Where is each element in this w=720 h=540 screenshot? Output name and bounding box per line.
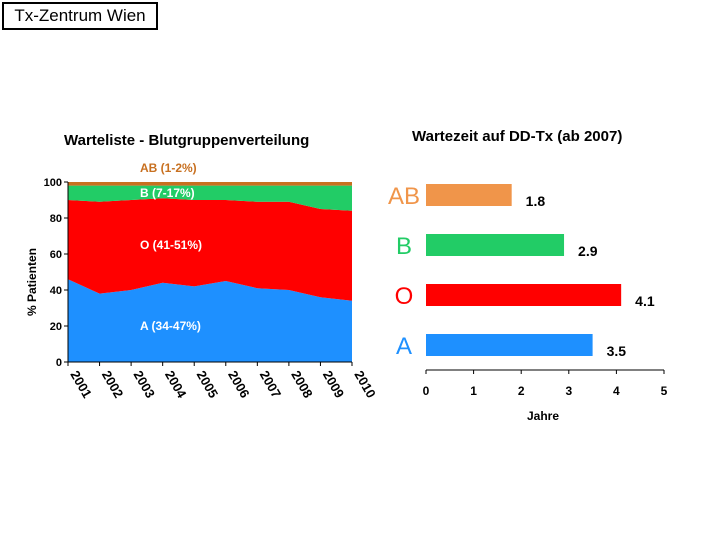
bar-value-label-0: 1.8 (526, 193, 546, 209)
bar-category-label-3: A (396, 333, 412, 360)
area-chart-title: Warteliste - Blutgruppenverteilung (64, 132, 310, 149)
bar-2 (426, 284, 622, 306)
bar-category-label-0: AB (388, 183, 420, 210)
area-y-tick-label: 40 (50, 285, 62, 297)
bar-x-tick-label: 4 (613, 384, 620, 398)
area-series-0 (68, 279, 352, 362)
area-y-tick-label: 60 (50, 249, 62, 261)
bar-3 (426, 334, 593, 356)
bar-x-tick-label: 1 (470, 384, 477, 398)
area-x-tick-label: 2007 (257, 368, 284, 401)
area-chart: 0 20 40 60 80 100 2001 2002 2003 2004 2005 2006 2007… (25, 161, 379, 401)
bar-x-tick-label: 5 (661, 384, 668, 398)
area-series-2 (68, 185, 352, 211)
bar-chart-title: Wartezeit auf DD-Tx (ab 2007) (412, 128, 623, 145)
area-x-tick-label: 2010 (351, 368, 378, 401)
area-series-label-0: A (34-47%) (140, 319, 201, 333)
area-x-tick-label: 2003 (131, 368, 158, 401)
bar-value-label-2: 4.1 (635, 293, 655, 309)
area-x-tick-label: 2004 (162, 368, 190, 401)
area-y-axis-label: % Patienten (25, 248, 39, 316)
bar-x-tick-label: 0 (423, 384, 430, 398)
area-x-tick-label: 2008 (288, 368, 315, 401)
area-x-tick-label: 2001 (67, 368, 94, 401)
bar-value-label-3: 3.5 (607, 343, 627, 359)
area-series-3 (68, 182, 352, 186)
page-title: Tx-Zentrum Wien (14, 6, 146, 25)
bar-1 (426, 234, 565, 256)
area-x-tick-label: 2006 (225, 368, 252, 401)
area-y-tick-label: 0 (56, 357, 62, 369)
area-y-tick-label: 100 (44, 177, 62, 189)
area-series-label-2: B (7-17%) (140, 186, 195, 200)
bar-category-label-1: B (396, 233, 412, 260)
bar-0 (426, 184, 512, 206)
bar-x-tick-label: 3 (565, 384, 572, 398)
page-title-box: Tx-Zentrum Wien (2, 2, 158, 30)
bar-x-axis-label: Jahre (527, 409, 559, 423)
bar-category-label-2: O (395, 283, 414, 310)
area-series-1 (68, 198, 352, 301)
area-x-tick-label: 2002 (99, 368, 126, 401)
area-series-label-1: O (41-51%) (140, 238, 202, 252)
area-x-tick-label: 2005 (194, 368, 221, 401)
bar-x-tick-label: 2 (518, 384, 525, 398)
bar-chart: AB 1.8 B 2.9 O 4.1 A 3.5 0 1 2 3 4 5 Jahre (388, 183, 668, 423)
area-y-tick-label: 80 (50, 213, 62, 225)
bar-value-label-1: 2.9 (578, 243, 598, 259)
area-y-tick-label: 20 (50, 321, 62, 333)
area-x-tick-label: 2009 (320, 368, 347, 401)
area-series-label-3: AB (1-2%) (140, 161, 197, 175)
